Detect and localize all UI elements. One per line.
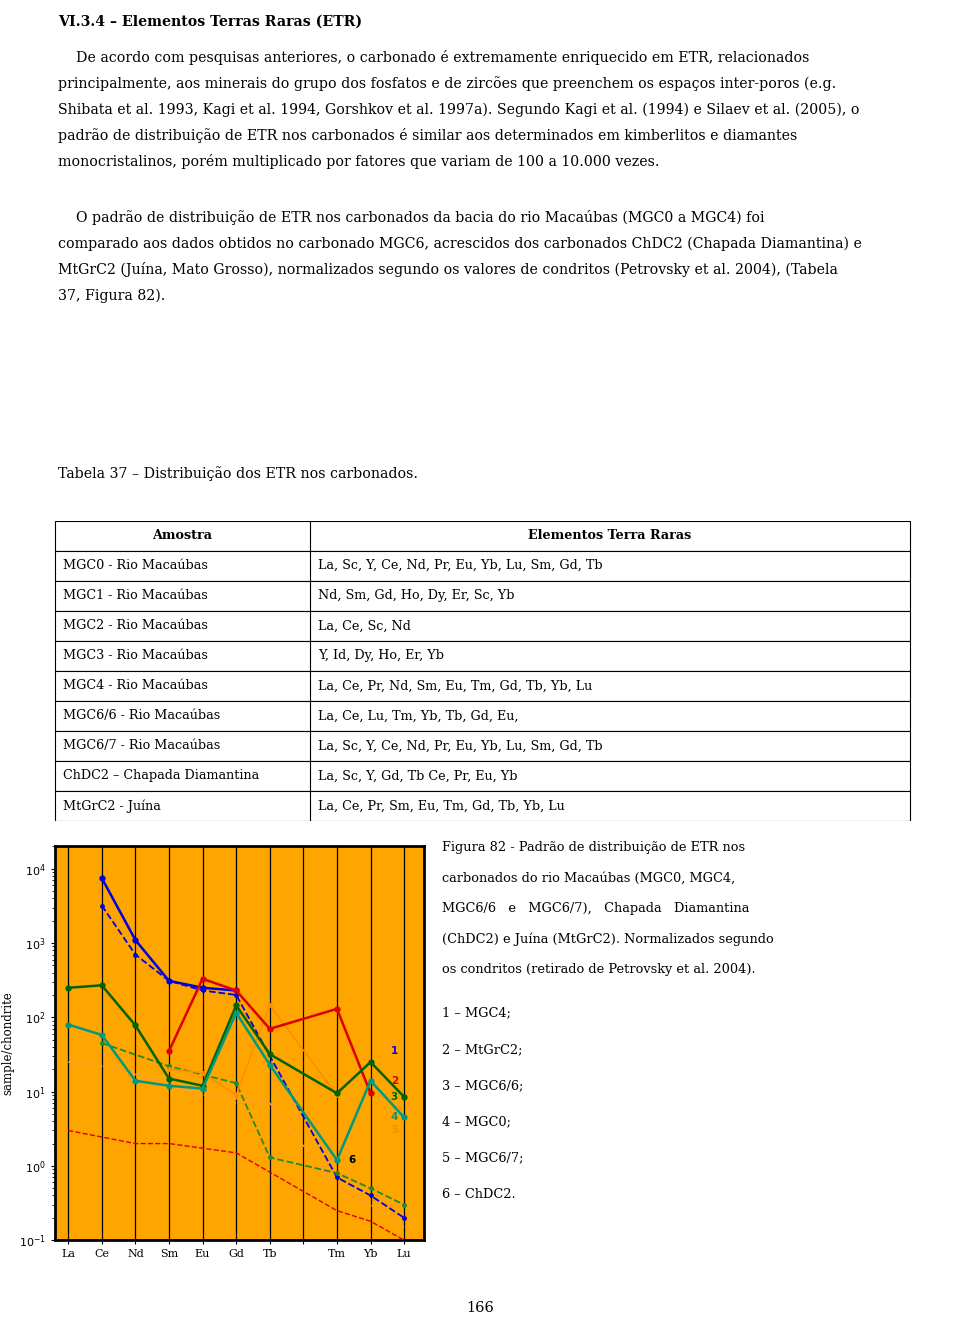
Text: os condritos (retirado de Petrovsky ​et al.​ 2004).: os condritos (retirado de Petrovsky ​et … <box>442 963 756 976</box>
Text: 6 – ChDC2.: 6 – ChDC2. <box>442 1188 516 1200</box>
Bar <box>55 730 910 761</box>
Bar <box>55 521 910 550</box>
Bar <box>55 761 910 790</box>
Text: O padrão de distribuição de ETR nos carbonados da bacia do rio Macaúbas (MGC0 a : O padrão de distribuição de ETR nos carb… <box>58 210 764 226</box>
Bar <box>55 610 910 641</box>
Text: Elementos Terra Raras: Elementos Terra Raras <box>528 529 691 542</box>
Text: MGC6/6 - Rio Macaúbas: MGC6/6 - Rio Macaúbas <box>63 709 220 722</box>
Text: carbonados do rio Macaúbas (MGC0, MGC4,: carbonados do rio Macaúbas (MGC0, MGC4, <box>442 872 734 885</box>
Text: MGC6/7 - Rio Macaúbas: MGC6/7 - Rio Macaúbas <box>63 740 220 753</box>
Text: 37, Figura 82).: 37, Figura 82). <box>58 288 165 303</box>
Text: MGC0 - Rio Macaúbas: MGC0 - Rio Macaúbas <box>63 559 208 573</box>
Text: La, Sc, Y, Ce, Nd, Pr, Eu, Yb, Lu, Sm, Gd, Tb: La, Sc, Y, Ce, Nd, Pr, Eu, Yb, Lu, Sm, G… <box>318 559 603 573</box>
Text: 166: 166 <box>466 1302 494 1315</box>
Text: MGC3 - Rio Macaúbas: MGC3 - Rio Macaúbas <box>63 649 208 662</box>
Text: VI.3.4 – Elementos Terras Raras (ETR): VI.3.4 – Elementos Terras Raras (ETR) <box>58 15 362 29</box>
Bar <box>55 641 910 670</box>
Text: 5: 5 <box>391 1125 398 1136</box>
Y-axis label: sample/chondrite: sample/chondrite <box>2 992 14 1095</box>
Bar <box>55 550 910 581</box>
Text: MGC1 - Rio Macaúbas: MGC1 - Rio Macaúbas <box>63 589 207 602</box>
Text: Amostra: Amostra <box>153 529 212 542</box>
Text: Shibata ​et al.​ 1993, Kagi ​et al.​ 1994, Gorshkov ​et al.​ 1997a). Segundo Kag: Shibata ​et al.​ 1993, Kagi ​et al.​ 199… <box>58 103 859 116</box>
Text: principalmente, aos minerais do grupo dos fosfatos e de zircões que preenchem os: principalmente, aos minerais do grupo do… <box>58 76 836 91</box>
Text: Tabela 37 – Distribuição dos ETR nos carbonados.: Tabela 37 – Distribuição dos ETR nos car… <box>58 466 418 481</box>
Text: MtGrC2 - Juína: MtGrC2 - Juína <box>63 800 161 813</box>
Text: MGC2 - Rio Macaúbas: MGC2 - Rio Macaúbas <box>63 619 208 633</box>
Text: De acordo com pesquisas anteriores, o carbonado é extremamente enriquecido em ET: De acordo com pesquisas anteriores, o ca… <box>58 49 809 65</box>
Text: monocristalinos, porém multiplicado por fatores que variam de 100 a 10.000 vezes: monocristalinos, porém multiplicado por … <box>58 155 660 170</box>
Text: 1 – MGC4;: 1 – MGC4; <box>442 1007 511 1020</box>
Text: 5 – MGC6/7;: 5 – MGC6/7; <box>442 1151 523 1164</box>
Bar <box>55 670 910 701</box>
Bar <box>55 581 910 611</box>
Text: Y, Id, Dy, Ho, Er, Yb: Y, Id, Dy, Ho, Er, Yb <box>318 649 444 662</box>
Text: 3: 3 <box>391 1092 398 1101</box>
Text: Figura 82 - Padrão de distribuição de ETR nos: Figura 82 - Padrão de distribuição de ET… <box>442 841 745 854</box>
Text: La, Sc, Y, Ce, Nd, Pr, Eu, Yb, Lu, Sm, Gd, Tb: La, Sc, Y, Ce, Nd, Pr, Eu, Yb, Lu, Sm, G… <box>318 740 603 753</box>
Text: 4 – MGC0;: 4 – MGC0; <box>442 1115 511 1128</box>
Text: ChDC2 – Chapada Diamantina: ChDC2 – Chapada Diamantina <box>63 769 259 782</box>
Text: comparado aos dados obtidos no carbonado MGC6, acrescidos dos carbonados ChDC2 (: comparado aos dados obtidos no carbonado… <box>58 236 862 251</box>
Text: 3 – MGC6/6;: 3 – MGC6/6; <box>442 1079 523 1092</box>
Text: La, Ce, Lu, Tm, Yb, Tb, Gd, Eu,: La, Ce, Lu, Tm, Yb, Tb, Gd, Eu, <box>318 709 518 722</box>
Text: padrão de distribuição de ETR nos carbonados é similar aos determinados em kimbe: padrão de distribuição de ETR nos carbon… <box>58 128 797 143</box>
Text: (ChDC2) e Juína (MtGrC2). Normalizados segundo: (ChDC2) e Juína (MtGrC2). Normalizados s… <box>442 932 774 947</box>
Text: 4: 4 <box>391 1112 398 1123</box>
Text: 2 – MtGrC2;: 2 – MtGrC2; <box>442 1043 522 1056</box>
Text: 2: 2 <box>391 1076 398 1085</box>
Text: 6: 6 <box>348 1155 356 1165</box>
Text: La, Ce, Sc, Nd: La, Ce, Sc, Nd <box>318 619 411 633</box>
Text: MGC6/6   e   MGC6/7),   Chapada   Diamantina: MGC6/6 e MGC6/7), Chapada Diamantina <box>442 902 749 914</box>
Text: Nd, Sm, Gd, Ho, Dy, Er, Sc, Yb: Nd, Sm, Gd, Ho, Dy, Er, Sc, Yb <box>318 589 515 602</box>
Text: 1: 1 <box>391 1047 398 1056</box>
Text: La, Ce, Pr, Sm, Eu, Tm, Gd, Tb, Yb, Lu: La, Ce, Pr, Sm, Eu, Tm, Gd, Tb, Yb, Lu <box>318 800 564 813</box>
Bar <box>55 701 910 732</box>
Text: MtGrC2 (Juína, Mato Grosso), normalizados segundo os valores de condritos (Petro: MtGrC2 (Juína, Mato Grosso), normalizado… <box>58 262 838 278</box>
Bar <box>55 790 910 821</box>
Text: La, Ce, Pr, Nd, Sm, Eu, Tm, Gd, Tb, Yb, Lu: La, Ce, Pr, Nd, Sm, Eu, Tm, Gd, Tb, Yb, … <box>318 680 592 693</box>
Text: MGC4 - Rio Macaúbas: MGC4 - Rio Macaúbas <box>63 680 208 693</box>
Text: La, Sc, Y, Gd, Tb Ce, Pr, Eu, Yb: La, Sc, Y, Gd, Tb Ce, Pr, Eu, Yb <box>318 769 517 782</box>
